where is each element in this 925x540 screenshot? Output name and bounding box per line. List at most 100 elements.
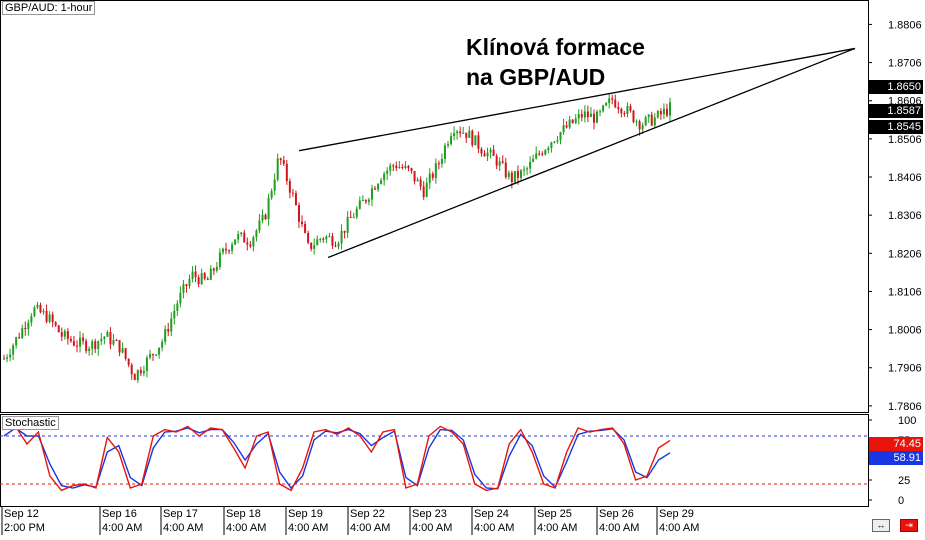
x-time-label: 4:00 AM — [350, 522, 390, 534]
candle-down — [167, 329, 170, 332]
candle-down — [212, 268, 215, 271]
candle-up — [173, 310, 176, 319]
candle-down — [541, 153, 544, 155]
price-tick-label: 1.7806 — [888, 401, 922, 413]
candle-down — [413, 171, 416, 182]
candle-down — [623, 113, 626, 115]
wedge-lower-line — [327, 47, 856, 259]
candle-down — [480, 148, 483, 154]
candle-up — [377, 183, 380, 190]
stochastic-label: Stochastic — [2, 416, 59, 430]
candle-down — [407, 165, 410, 169]
candle-up — [562, 125, 565, 133]
candle-down — [586, 111, 589, 118]
scroll-left-icon[interactable]: ↔ — [872, 519, 890, 532]
candle-down — [422, 186, 425, 197]
candle-up — [316, 239, 319, 246]
candle-up — [599, 111, 602, 113]
candle-down — [620, 108, 623, 114]
candle-down — [629, 106, 632, 111]
candle-up — [440, 159, 443, 164]
candle-up — [626, 106, 629, 114]
candle-down — [410, 168, 413, 172]
candle-up — [568, 119, 571, 128]
candle-up — [346, 216, 349, 233]
candle-down — [139, 369, 142, 374]
candle-up — [6, 357, 9, 359]
candle-up — [544, 150, 547, 155]
candle-down — [471, 130, 474, 146]
candle-down — [130, 364, 133, 375]
candle-down — [477, 135, 480, 149]
candle-up — [340, 230, 343, 244]
candle-up — [218, 252, 221, 268]
candle-up — [155, 354, 158, 356]
candle-down — [483, 153, 486, 157]
candle-up — [164, 329, 167, 342]
candle-up — [635, 121, 638, 123]
candle-up — [261, 214, 264, 221]
candle-up — [145, 357, 148, 371]
candle-up — [9, 354, 12, 358]
candle-down — [285, 163, 288, 182]
candle-up — [489, 149, 492, 153]
candle-down — [288, 181, 291, 193]
candle-up — [535, 153, 538, 159]
candle-down — [343, 230, 346, 233]
candle-up — [106, 332, 109, 337]
candle-down — [331, 236, 334, 246]
candle-up — [367, 199, 370, 202]
candle-down — [334, 245, 337, 247]
candle-up — [42, 310, 45, 313]
candle-up — [605, 103, 608, 106]
candle-up — [97, 341, 100, 349]
candle-up — [398, 166, 401, 169]
candle-up — [468, 130, 471, 138]
price-tick-label: 1.8006 — [888, 325, 922, 337]
candle-up — [547, 147, 550, 151]
candle-up — [252, 237, 255, 247]
symbol-label: GBP/AUD: 1-hour — [2, 1, 96, 15]
candle-down — [565, 125, 568, 128]
candle-up — [361, 200, 364, 202]
candle-up — [425, 182, 428, 197]
candle-down — [297, 205, 300, 222]
candle-down — [94, 341, 97, 349]
x-date-label: Sep 16 — [102, 508, 137, 520]
price-tick-label: 1.8506 — [888, 134, 922, 146]
candle-up — [526, 168, 529, 170]
candle-up — [267, 197, 270, 220]
candle-up — [12, 345, 15, 355]
candle-up — [428, 173, 431, 183]
x-date-label: Sep 26 — [599, 508, 634, 520]
stoch-d-line — [3, 427, 671, 490]
candle-up — [27, 322, 30, 330]
candle-down — [611, 98, 614, 100]
candle-down — [60, 332, 63, 337]
candle-down — [82, 337, 85, 341]
candle-down — [659, 110, 662, 115]
scroll-right-icon[interactable]: ⇥ — [900, 519, 918, 532]
candle-up — [519, 170, 522, 178]
candle-up — [474, 135, 477, 146]
candle-up — [276, 158, 279, 180]
stoch-d-tag: 58.91 — [869, 451, 923, 465]
candle-up — [337, 243, 340, 247]
candle-up — [462, 132, 465, 134]
candle-up — [33, 307, 36, 317]
price-tick-label: 1.8106 — [888, 286, 922, 298]
candle-up — [91, 341, 94, 349]
candle-up — [589, 113, 592, 118]
candle-up — [270, 190, 273, 198]
candle-down — [419, 179, 422, 187]
candle-up — [237, 233, 240, 240]
candle-down — [18, 337, 21, 339]
price-tag-current: 1.8587 — [869, 104, 923, 118]
candle-up — [15, 337, 18, 346]
candle-up — [258, 220, 261, 231]
x-time-label: 4:00 AM — [163, 522, 203, 534]
candle-up — [529, 161, 532, 169]
candle-up — [553, 141, 556, 143]
candle-down — [504, 162, 507, 178]
candle-up — [209, 268, 212, 280]
